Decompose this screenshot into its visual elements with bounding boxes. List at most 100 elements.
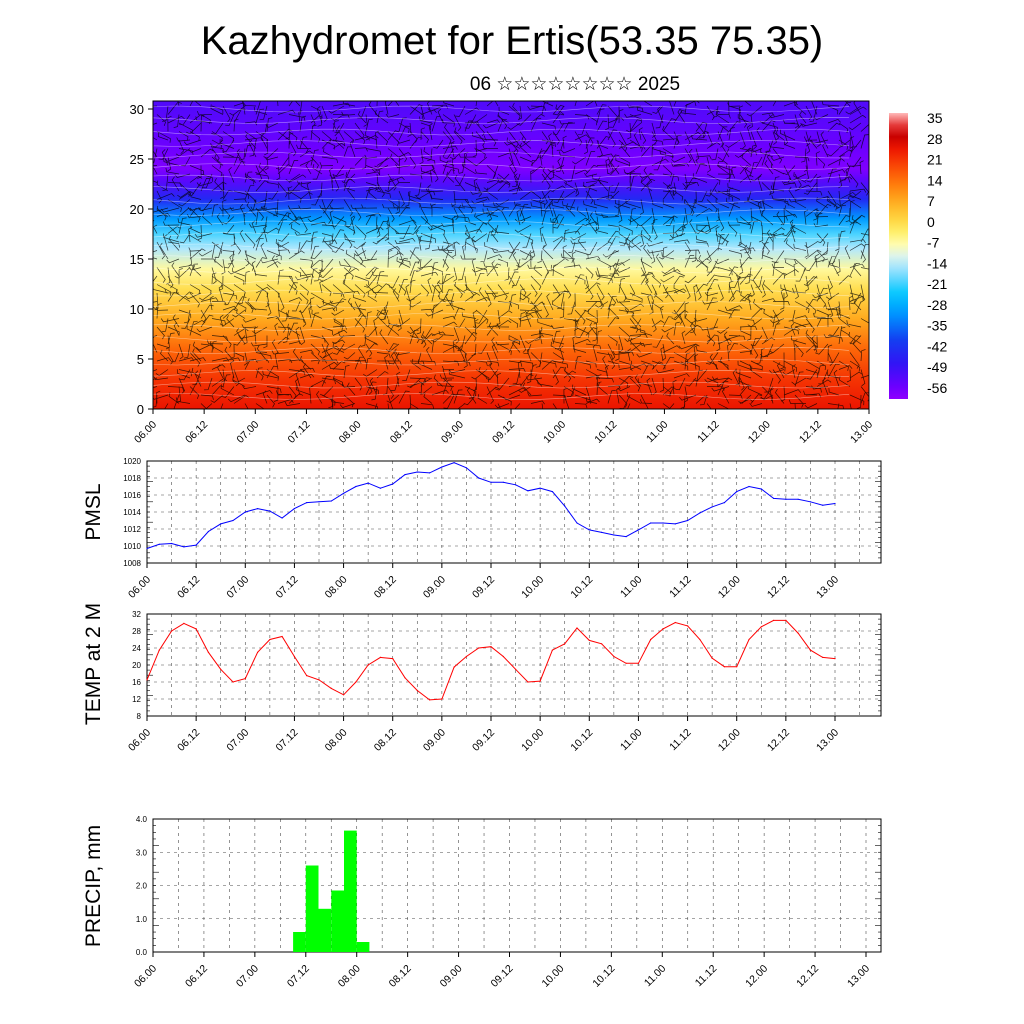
- panel-y-axis-label: TEMP at 2 M: [82, 603, 105, 725]
- temp-point: [343, 694, 345, 696]
- temp-point: [773, 619, 775, 622]
- panel-x-tick-label: 06.12: [183, 963, 210, 990]
- panel-x-tick-label: 11.00: [642, 963, 669, 990]
- temp-point: [588, 639, 590, 642]
- pmsl-point: [158, 543, 160, 545]
- panel-x-tick-label: 10.12: [590, 963, 617, 990]
- panel-x-tick-label: 07.00: [234, 963, 261, 990]
- panel-x-tick-label: 09.00: [421, 574, 448, 601]
- pmsl-point: [662, 522, 664, 524]
- pmsl-point: [171, 542, 173, 545]
- colorbar-label: -56: [927, 380, 947, 396]
- panel-y-tick-label: 1008: [123, 559, 141, 568]
- pmsl-point: [330, 500, 332, 502]
- pmsl-point: [539, 487, 541, 489]
- pmsl-point: [220, 523, 222, 525]
- panel-x-tick-label: 10.00: [539, 963, 566, 990]
- temp-point: [293, 655, 295, 658]
- colorbar-label: 0: [927, 214, 935, 230]
- pmsl-point: [306, 502, 308, 504]
- pmsl-point: [502, 481, 504, 483]
- panel-x-tick-label: 12.00: [743, 963, 770, 990]
- panel-y-tick-label: 2.0: [136, 882, 148, 891]
- pmsl-point: [723, 502, 726, 504]
- heat-x-tick-label: 10.00: [541, 419, 568, 446]
- temp-point: [662, 628, 664, 630]
- temp-point: [367, 664, 369, 666]
- panel-x-tick-label: 10.00: [519, 727, 546, 754]
- heat-x-tick-label: 06.12: [183, 419, 210, 446]
- pmsl-point: [809, 501, 812, 503]
- temp-point: [748, 638, 750, 641]
- pmsl-point: [687, 519, 689, 522]
- panel-y-tick-label: 1020: [123, 457, 141, 466]
- panel-x-tick-label: 06.00: [132, 963, 159, 990]
- temp-point: [465, 655, 467, 658]
- temp-point: [564, 643, 566, 645]
- temp-point: [404, 677, 406, 679]
- precip-bar: [356, 942, 370, 952]
- panel-x-tick-label: 09.12: [489, 963, 516, 990]
- temp-point: [502, 655, 504, 658]
- isotherm-contours: [153, 105, 850, 400]
- page-title: Kazhydromet for Ertis(53.35 75.35): [200, 19, 824, 63]
- panel-y-axis-label: PRECIP, mm: [82, 825, 105, 947]
- temp-point: [257, 651, 259, 653]
- pmsl-point: [736, 491, 738, 493]
- temp-series-line: [146, 619, 836, 701]
- panel-y-tick-label: 1018: [123, 474, 141, 483]
- temp-point: [453, 666, 455, 668]
- temp-point: [355, 681, 357, 683]
- pmsl-point: [674, 523, 676, 525]
- pmsl-point: [551, 491, 554, 493]
- panel-x-tick-label: 07.12: [285, 963, 312, 990]
- heat-y-tick-label: 10: [130, 302, 144, 317]
- panel-grid: [146, 613, 881, 717]
- colorbar-label: -28: [927, 297, 947, 313]
- temp-point: [822, 656, 824, 659]
- temp-point: [527, 681, 529, 683]
- pmsl-point: [195, 544, 197, 546]
- panel-x-tick-label: 10.00: [519, 574, 546, 601]
- pmsl-point: [343, 492, 345, 494]
- temp-point: [392, 658, 394, 660]
- panel-x-tick-label: 11.00: [618, 727, 645, 754]
- temp-point: [379, 656, 381, 659]
- colorbar-label: 14: [927, 172, 943, 188]
- temp-point: [490, 646, 492, 648]
- pmsl-point: [318, 501, 320, 503]
- temp-point: [736, 666, 738, 668]
- pmsl-chart: 1008 1010 1012 1014 1016 1018 1020 06.00 06.12 07…: [82, 457, 882, 601]
- temp-point: [207, 651, 209, 653]
- panel-x-tick-label: 07.00: [224, 574, 251, 601]
- pmsl-point: [416, 471, 418, 473]
- panel-y-tick-label: 4.0: [136, 815, 148, 824]
- pmsl-point: [478, 477, 480, 479]
- precip-bar: [293, 932, 306, 952]
- colorbar-label: 35: [927, 110, 943, 126]
- temp-point: [244, 678, 246, 680]
- pmsl-point: [392, 483, 394, 485]
- panel-x-tick-label: 09.12: [470, 574, 497, 601]
- precip-chart: 0.0 1.0 2.0 3.0 4.0 06.00 06.12 07.00 07.12 08.00…: [82, 815, 882, 990]
- panel-x-tick-label: 10.12: [568, 727, 595, 754]
- pmsl-point: [429, 472, 431, 474]
- temp-point: [269, 638, 271, 641]
- temp-point: [306, 675, 308, 677]
- panel-y-tick-label: 16: [132, 678, 141, 687]
- panel-x-tick-label: 12.00: [716, 574, 743, 601]
- panel-x-tick-label: 08.12: [372, 727, 399, 754]
- panel-x-tick-label: 11.12: [667, 574, 694, 601]
- panel-y-tick-label: 0.0: [136, 948, 148, 957]
- panel-y-tick-label: 1012: [123, 525, 141, 534]
- heat-x-tick-label: 13.00: [848, 419, 875, 446]
- panel-x-tick-label: 11.00: [618, 574, 645, 601]
- panel-x-tick-label: 12.12: [794, 963, 821, 990]
- temp-point: [637, 662, 640, 664]
- heat-x-tick-label: 08.12: [388, 419, 415, 446]
- pmsl-point: [355, 485, 357, 488]
- panel-x-tick-label: 08.12: [387, 963, 414, 990]
- panel-grid: [152, 818, 881, 953]
- precip-bar: [344, 830, 357, 952]
